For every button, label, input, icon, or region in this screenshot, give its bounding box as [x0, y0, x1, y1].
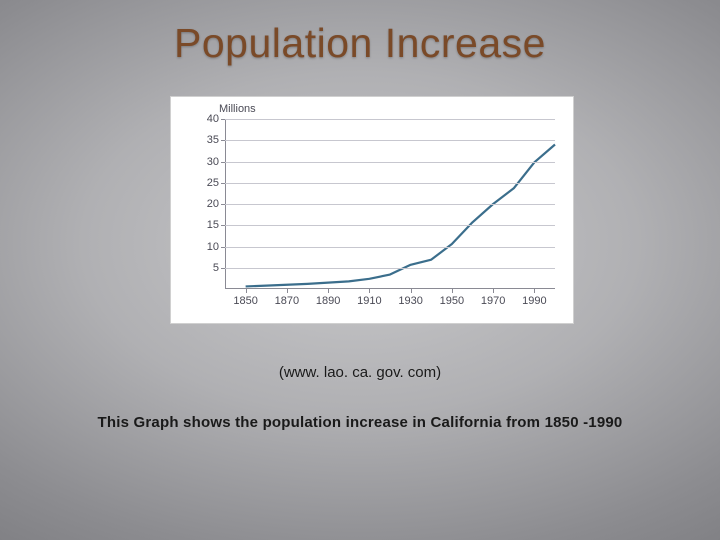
- x-tick-label: 1870: [275, 289, 299, 307]
- plot-area: 5101520253035401850187018901910193019501…: [225, 119, 555, 289]
- gridline: [225, 247, 555, 248]
- x-tick-label: 1990: [522, 289, 546, 307]
- y-tick-label: 35: [207, 134, 225, 146]
- gridline: [225, 119, 555, 120]
- x-tick-label: 1910: [357, 289, 381, 307]
- gridline: [225, 140, 555, 141]
- y-tick-label: 15: [207, 219, 225, 231]
- x-tick-label: 1950: [440, 289, 464, 307]
- x-tick-label: 1890: [316, 289, 340, 307]
- population-line: [246, 145, 555, 287]
- gridline: [225, 204, 555, 205]
- y-tick-label: 30: [207, 156, 225, 168]
- gridline: [225, 225, 555, 226]
- y-tick-label: 25: [207, 177, 225, 189]
- y-tick-label: 40: [207, 113, 225, 125]
- x-tick-label: 1970: [481, 289, 505, 307]
- y-tick-label: 5: [213, 262, 225, 274]
- gridline: [225, 268, 555, 269]
- x-tick-label: 1930: [398, 289, 422, 307]
- gridline: [225, 162, 555, 163]
- y-tick-label: 10: [207, 241, 225, 253]
- x-tick-label: 1850: [233, 289, 257, 307]
- population-chart: Millions 5101520253035401850187018901910…: [170, 96, 574, 324]
- citation-text: (www. lao. ca. gov. com): [0, 364, 720, 381]
- caption-text: This Graph shows the population increase…: [0, 414, 720, 431]
- gridline: [225, 183, 555, 184]
- page-title: Population Increase: [0, 0, 720, 67]
- y-tick-label: 20: [207, 198, 225, 210]
